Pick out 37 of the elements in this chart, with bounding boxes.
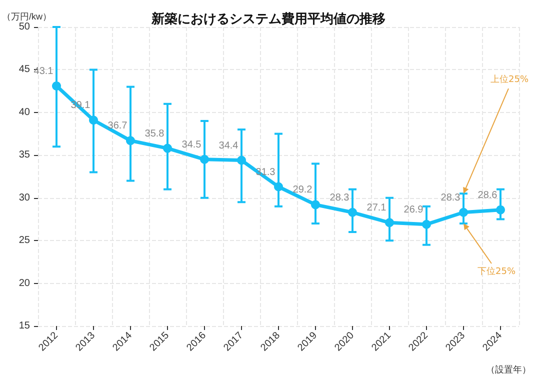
data-label: 28.3 xyxy=(330,192,350,204)
point xyxy=(89,116,98,125)
data-label: 28.3 xyxy=(440,192,461,204)
point xyxy=(126,136,135,146)
annotation: 上位25% xyxy=(490,74,529,86)
y-tick-label: 15 xyxy=(18,320,30,332)
y-tick-label: 30 xyxy=(18,192,30,204)
data-label: 35.8 xyxy=(144,128,165,140)
data-label: 36.7 xyxy=(108,120,128,132)
data-label: 43.1 xyxy=(34,66,54,77)
data-label: 27.1 xyxy=(366,202,387,214)
y-tick-label: 35 xyxy=(18,150,30,161)
point xyxy=(52,81,61,90)
y-axis-title: （万円/kw） xyxy=(2,12,52,22)
y-tick-label: 20 xyxy=(18,278,30,289)
y-tick-label: 25 xyxy=(18,235,30,246)
y-tick-label: 45 xyxy=(18,64,30,76)
data-label: 34.4 xyxy=(218,140,239,152)
point xyxy=(459,208,468,217)
data-label: 34.5 xyxy=(182,139,202,150)
y-tick-label: 50 xyxy=(18,22,30,32)
point xyxy=(200,154,209,164)
data-label: 26.9 xyxy=(404,204,424,216)
point xyxy=(496,205,505,214)
point xyxy=(311,200,320,210)
point xyxy=(385,218,394,228)
point xyxy=(274,182,283,192)
point xyxy=(422,220,431,229)
data-label: 28.6 xyxy=(478,190,498,201)
point xyxy=(348,208,357,217)
data-label: 29.2 xyxy=(292,184,313,196)
x-axis-title: （設置年） xyxy=(486,364,531,374)
annotation: 下位25% xyxy=(478,266,516,278)
point xyxy=(237,156,246,165)
point xyxy=(163,144,172,153)
y-tick-label: 40 xyxy=(18,106,30,118)
chart-title: 新築におけるシステム費用平均値の推移 xyxy=(150,11,386,27)
